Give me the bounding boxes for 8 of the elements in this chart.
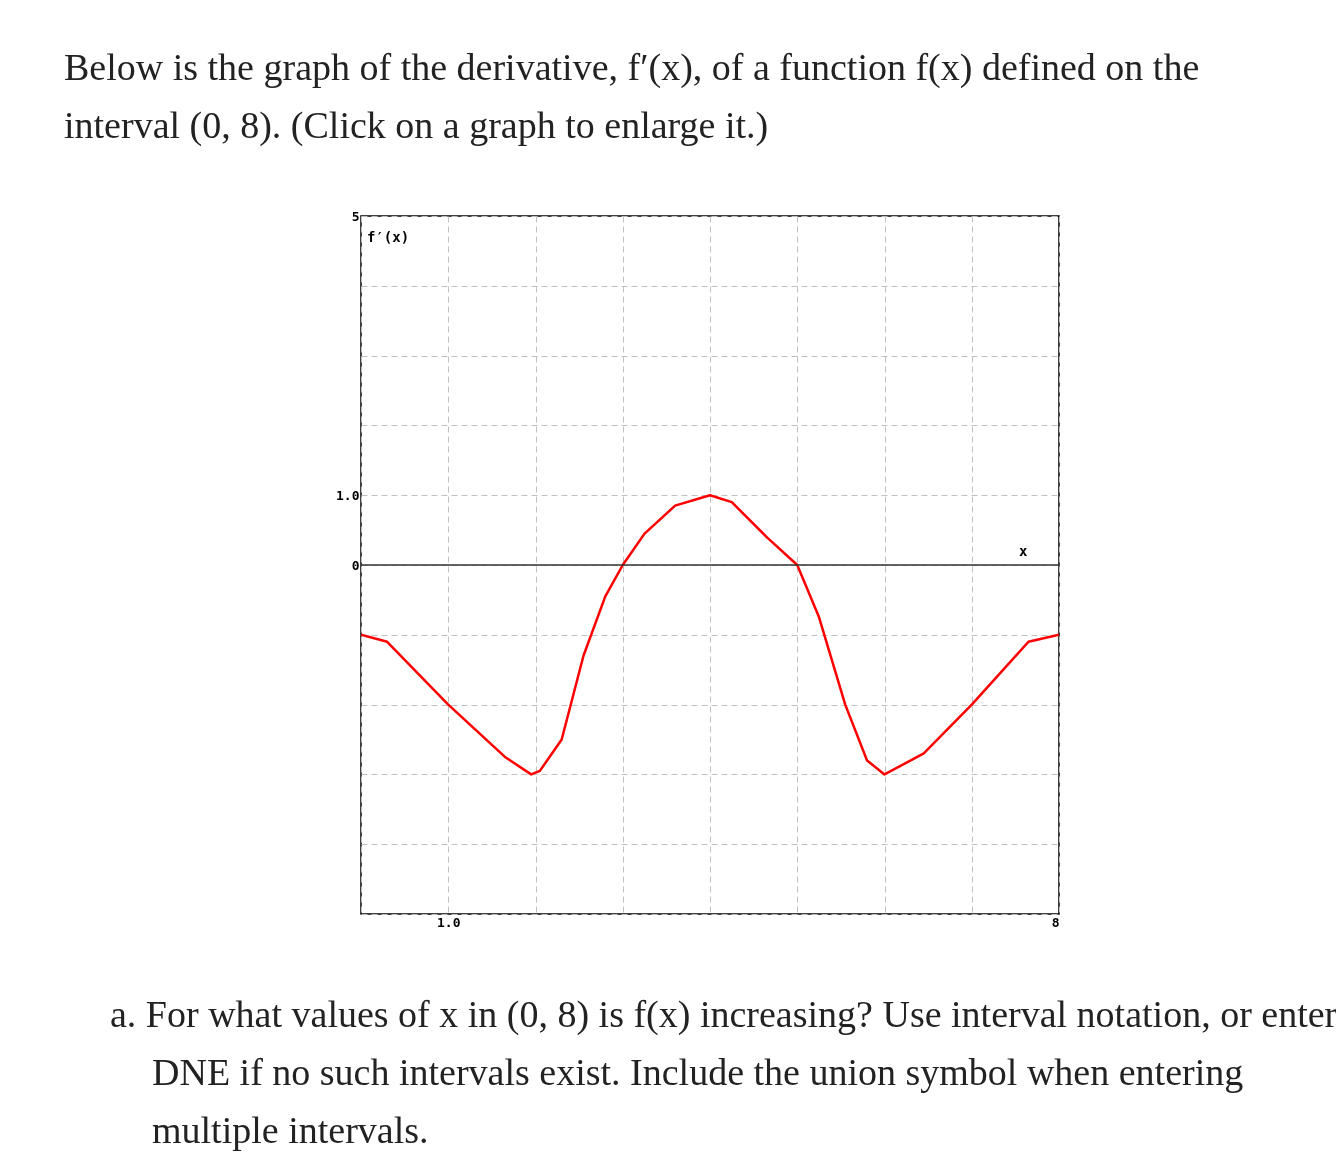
x-axis-title: x <box>1018 543 1028 559</box>
y-tick-label: 0 <box>351 557 360 573</box>
y-tick-label: 5 <box>351 208 360 224</box>
chart-title: Below is the graph of the derivative, f′(x), of a function f(x) defined on the interval (0, 8). (Click on a graph to enlarge it.) <box>64 45 1201 148</box>
y-axis-title: f′(x) <box>367 228 410 245</box>
x-tick-label: 8 <box>1051 914 1060 930</box>
line-series <box>361 493 1059 776</box>
y-tick-label: 1.0 <box>336 487 360 503</box>
